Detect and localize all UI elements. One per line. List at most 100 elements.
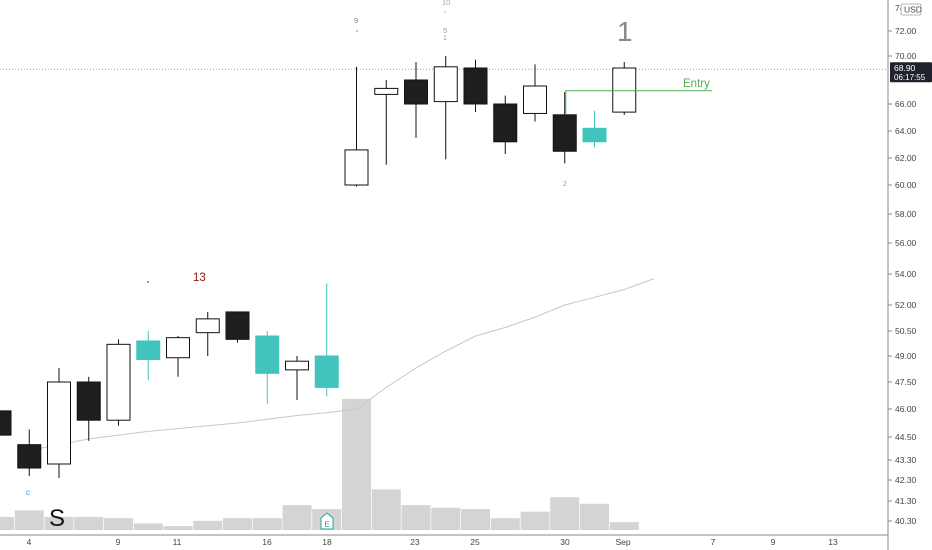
last-price-tag[interactable]: 68.90 06:17:55 xyxy=(890,62,932,83)
candle[interactable] xyxy=(433,56,458,160)
y-tick-label: 47.50 xyxy=(895,377,917,387)
candle[interactable] xyxy=(612,62,637,115)
volume-bar[interactable] xyxy=(401,505,431,530)
dot-marker xyxy=(444,11,446,13)
volume-bar[interactable] xyxy=(342,399,371,530)
entry-line[interactable] xyxy=(565,90,712,115)
candle[interactable] xyxy=(17,429,42,476)
teal-2-annotation: 2 xyxy=(563,181,567,188)
candle[interactable] xyxy=(47,368,71,478)
candle-body xyxy=(136,340,161,360)
volume-bar[interactable] xyxy=(133,523,163,530)
volume-bar[interactable] xyxy=(520,511,550,530)
x-tick-label: 16 xyxy=(262,537,272,547)
top-number-5: 5 xyxy=(443,26,447,35)
candle-body xyxy=(0,410,12,436)
candle[interactable] xyxy=(374,80,399,165)
candle[interactable] xyxy=(582,110,607,148)
x-tick-label: 23 xyxy=(410,537,420,547)
candle-body xyxy=(166,337,190,359)
candle[interactable] xyxy=(552,92,577,164)
entry-label: Entry xyxy=(683,78,710,90)
y-tick-label: 72.00 xyxy=(895,26,917,36)
top-number-9: 9 xyxy=(354,16,358,25)
earnings-marker[interactable]: E xyxy=(320,512,334,530)
candle-body xyxy=(433,66,458,103)
volume-bar[interactable] xyxy=(14,510,44,530)
top-number-1: 1 xyxy=(443,35,447,42)
candle-body xyxy=(523,85,547,114)
volume-bar[interactable] xyxy=(252,518,282,530)
x-tick-label: 4 xyxy=(27,537,32,547)
y-tick-label: 52.00 xyxy=(895,300,917,310)
candle[interactable] xyxy=(344,66,369,187)
candle-body xyxy=(493,103,518,143)
candle-body xyxy=(552,114,577,152)
y-axis-ticks: 72.00 70.00 66.00 64.00 62.00 60.00 58.00 56.00… xyxy=(888,26,917,526)
dot-marker xyxy=(356,30,358,32)
volume-bar[interactable] xyxy=(431,507,461,530)
candle[interactable] xyxy=(136,331,161,381)
candle[interactable] xyxy=(255,331,280,404)
x-tick-label: Sep xyxy=(615,537,630,547)
candle-body xyxy=(255,335,280,374)
y-tick-label: 43.30 xyxy=(895,455,917,465)
volume-bar[interactable] xyxy=(74,516,104,530)
candle-body xyxy=(612,67,637,113)
candle-body xyxy=(106,343,131,421)
candle[interactable] xyxy=(463,59,488,113)
candle[interactable] xyxy=(166,336,190,377)
y-tick-label: 62.00 xyxy=(895,153,917,163)
y-tick-label: 60.00 xyxy=(895,180,917,190)
volume-bars-layer xyxy=(0,399,639,530)
volume-bar[interactable] xyxy=(580,503,609,530)
y-tick-label: 70.00 xyxy=(895,51,917,61)
last-price-value: 68.90 xyxy=(894,63,916,73)
volume-bar[interactable] xyxy=(163,526,193,530)
volume-bar[interactable] xyxy=(0,516,14,530)
volume-bar[interactable] xyxy=(44,516,74,530)
moving-average-line[interactable] xyxy=(29,278,655,451)
volume-bar[interactable] xyxy=(609,522,639,530)
candle-body xyxy=(225,311,250,340)
volume-bar[interactable] xyxy=(490,518,520,530)
red-dot-marker xyxy=(147,281,149,283)
y-tick-label: 49.00 xyxy=(895,351,917,361)
volume-bar[interactable] xyxy=(193,520,223,530)
candle[interactable] xyxy=(285,356,309,400)
candle[interactable] xyxy=(314,283,339,397)
candle[interactable] xyxy=(493,95,518,154)
candle[interactable] xyxy=(76,376,101,441)
moving-average-layer xyxy=(29,278,655,451)
candle[interactable] xyxy=(523,64,547,122)
candle[interactable] xyxy=(0,410,12,447)
volume-bar[interactable] xyxy=(104,518,133,530)
y-tick-label: 54.00 xyxy=(895,269,917,279)
candle[interactable] xyxy=(225,311,250,343)
candle-body xyxy=(463,67,488,105)
candle[interactable] xyxy=(195,311,220,356)
volume-bar[interactable] xyxy=(282,505,312,530)
candle[interactable] xyxy=(404,62,428,138)
currency-badge[interactable]: USD xyxy=(900,3,922,16)
y-tick-label: 56.00 xyxy=(895,238,917,248)
volume-bar[interactable] xyxy=(371,489,401,530)
candle-body xyxy=(374,87,399,95)
x-tick-label: 18 xyxy=(322,537,332,547)
volume-bar[interactable] xyxy=(550,497,580,530)
candle-body xyxy=(344,149,369,186)
y-tick-label: 66.00 xyxy=(895,99,917,109)
y-tick-label: 46.00 xyxy=(895,404,917,414)
y-tick-label: 64.00 xyxy=(895,126,917,136)
volume-bar[interactable] xyxy=(223,518,252,530)
candle-body xyxy=(17,444,42,469)
volume-bar[interactable] xyxy=(461,509,490,530)
letter-s-annotation: S xyxy=(49,505,65,532)
earnings-badge-icon[interactable] xyxy=(320,512,334,530)
red-count-13: 13 xyxy=(193,272,206,284)
x-tick-label: 25 xyxy=(470,537,480,547)
candle[interactable] xyxy=(106,339,131,426)
x-tick-label: 7 xyxy=(711,537,716,547)
